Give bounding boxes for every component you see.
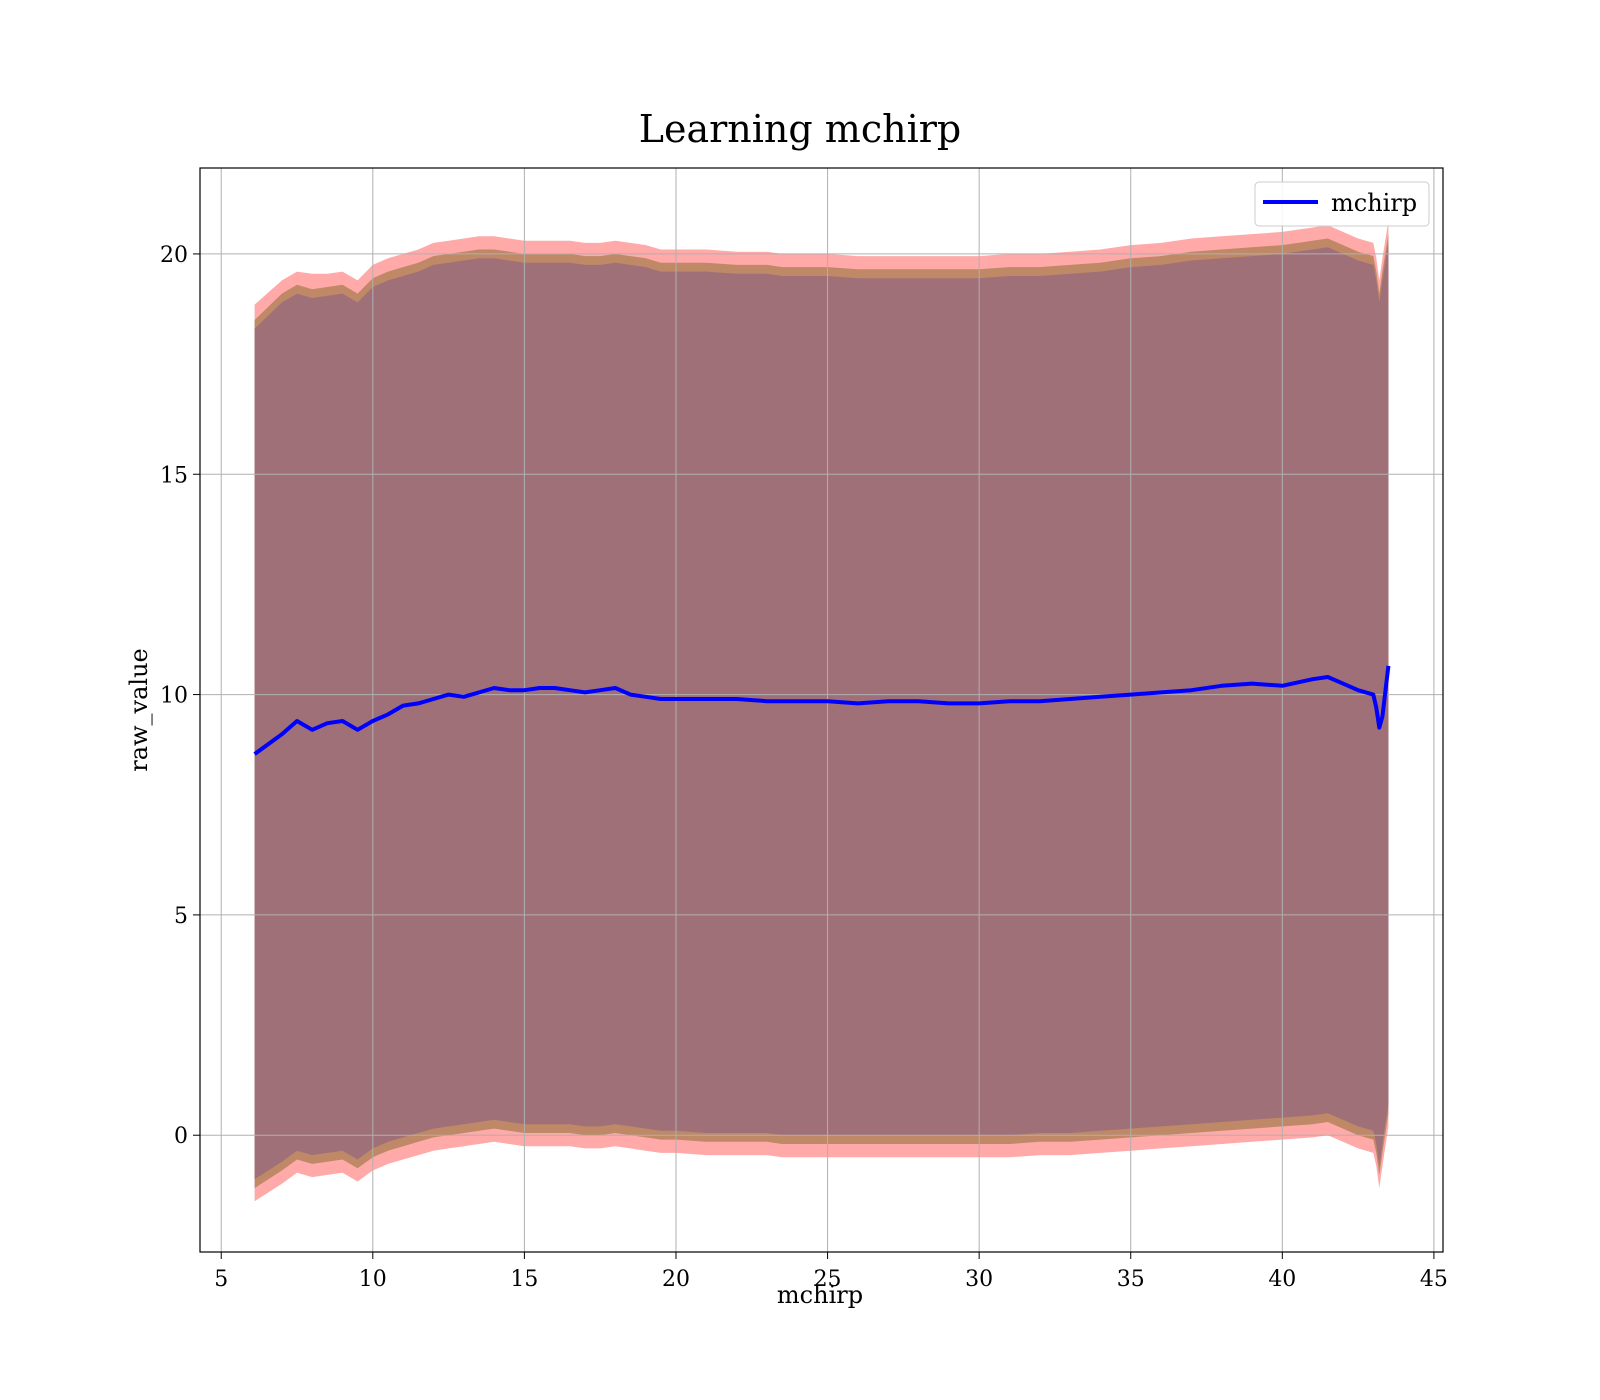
x-tick-label: 25 (814, 1267, 842, 1292)
y-tick-label: 15 (160, 463, 188, 488)
legend-box (1254, 181, 1430, 227)
x-tick-label: 35 (1117, 1267, 1145, 1292)
inner-band-area (254, 242, 1389, 1180)
x-axis-label: mchirp (777, 1281, 863, 1309)
y-axis-ticks: 0 5 10 15 20 (160, 243, 200, 1149)
y-axis-label: raw_value (125, 648, 153, 772)
y-tick-label: 10 (160, 684, 188, 709)
series-line-mchirp (253, 665, 1391, 756)
legend-label: mchirp (1331, 189, 1417, 217)
x-tick-label: 5 (214, 1267, 228, 1292)
gridlines (200, 168, 1443, 1252)
x-tick-label: 15 (510, 1267, 538, 1292)
y-tick-label: 0 (174, 1124, 188, 1149)
y-tick-label: 5 (174, 904, 188, 929)
x-tick-label: 30 (965, 1267, 993, 1292)
plot-frame (199, 167, 1444, 1253)
legend: mchirp (1254, 181, 1430, 227)
x-axis-ticks: 5 10 15 20 25 30 35 40 45 (214, 1252, 1448, 1292)
chart-title: Learning mchirp (639, 107, 961, 151)
x-tick-label: 10 (359, 1267, 387, 1292)
uncertainty-bands (254, 220, 1389, 1202)
y-tick-label: 20 (160, 243, 188, 268)
series-lines (253, 665, 1391, 756)
x-tick-label: 40 (1268, 1267, 1296, 1292)
x-tick-label: 45 (1420, 1267, 1448, 1292)
x-tick-label: 20 (662, 1267, 690, 1292)
